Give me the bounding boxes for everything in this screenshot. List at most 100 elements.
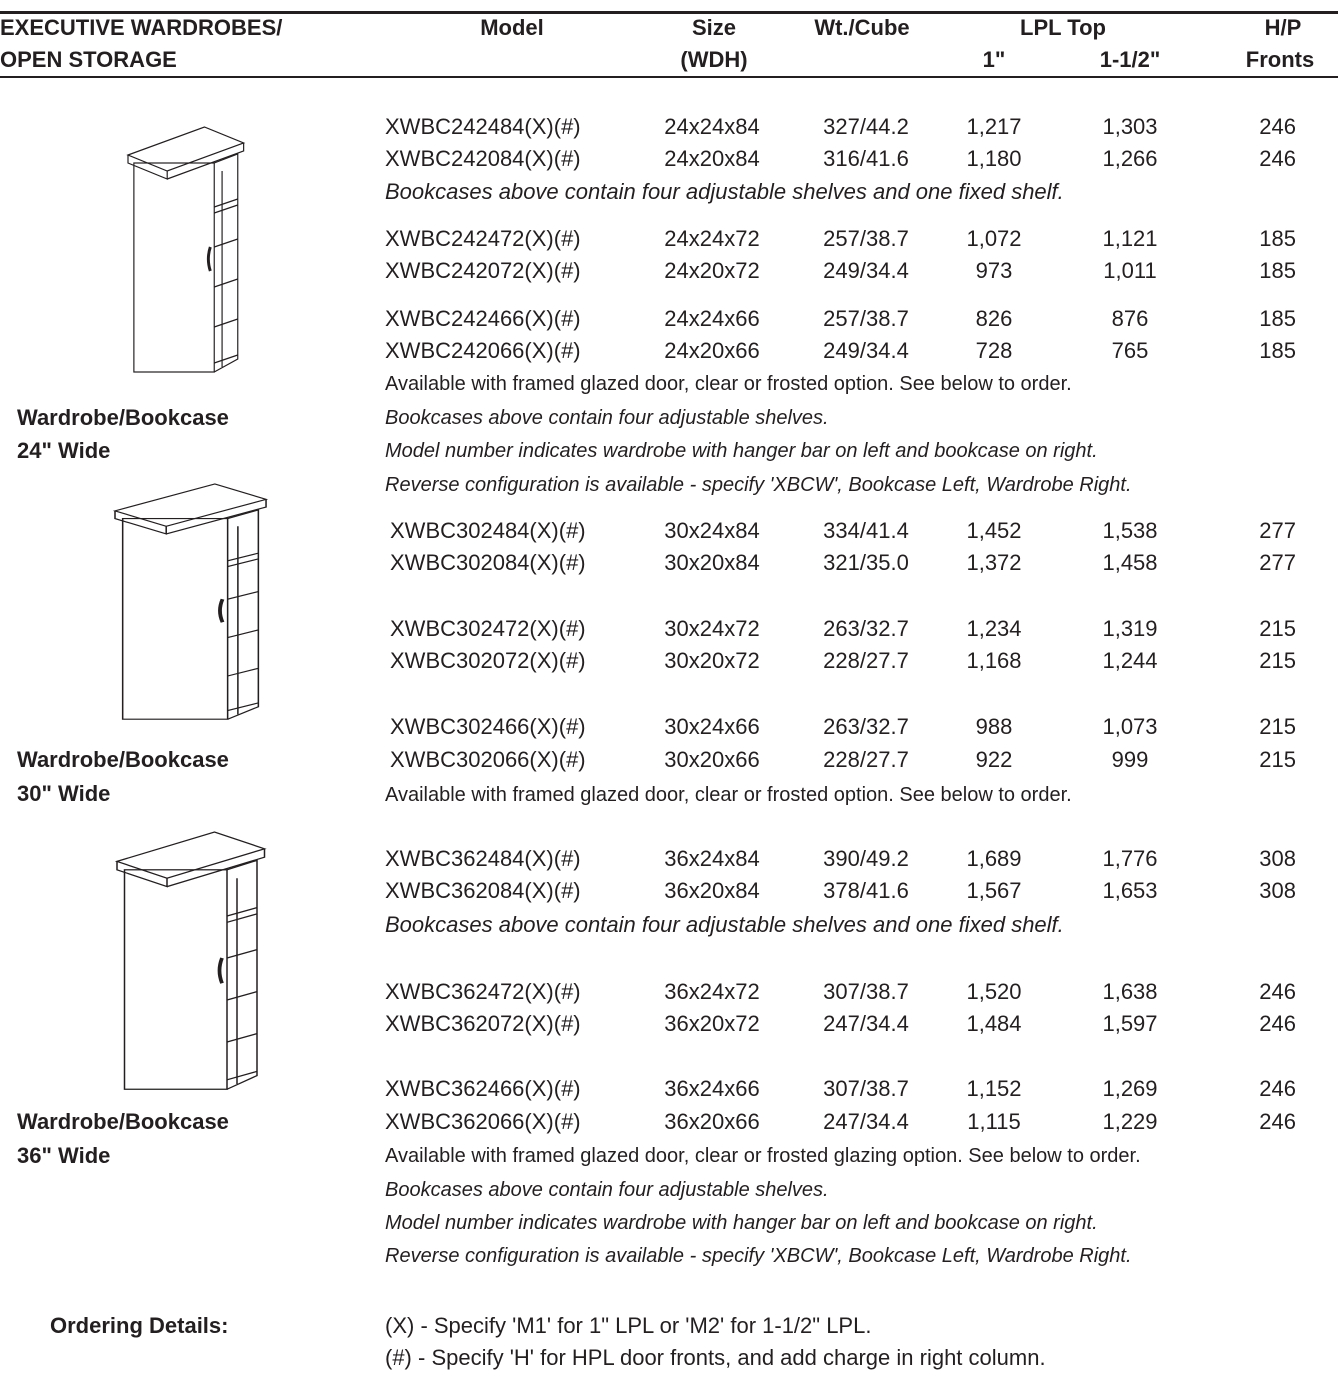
note: Bookcases above contain four adjustable … (385, 407, 829, 429)
model: XWBC362084(X)(#) (385, 878, 581, 903)
weight: 249/34.4 (823, 258, 909, 283)
note: Bookcases above contain four adjustable … (385, 912, 1064, 937)
model: XWBC242066(X)(#) (385, 338, 581, 363)
size: 30x24x72 (664, 616, 760, 641)
lpl-1: 1,180 (966, 146, 1022, 171)
cabinet-36 (115, 830, 267, 1092)
lpl-1: 1,072 (966, 226, 1022, 251)
lpl-15: 1,269 (1102, 1076, 1158, 1101)
note: Available with framed glazed door, clear… (385, 373, 1072, 395)
hp-price: 185 (1259, 338, 1296, 363)
weight: 257/38.7 (823, 226, 909, 251)
hp-price: 246 (1259, 1011, 1296, 1036)
header-hp: Fronts (1245, 47, 1315, 72)
size: 24x24x72 (664, 226, 760, 251)
note: Bookcases above contain four adjustable … (385, 1179, 829, 1201)
lpl-1: 1,372 (966, 550, 1022, 575)
hp-price: 246 (1259, 1076, 1296, 1101)
size: 36x24x84 (664, 846, 760, 871)
hp-price: 308 (1259, 846, 1296, 871)
note: Model number indicates wardrobe with han… (385, 1212, 1098, 1234)
size: 30x20x66 (664, 747, 760, 772)
hp-price: 215 (1259, 648, 1296, 673)
lpl-15: 1,229 (1102, 1109, 1158, 1134)
section-label: Wardrobe/Bookcase (17, 1109, 229, 1134)
section-label: 36" Wide (17, 1143, 111, 1168)
size: 24x24x84 (664, 114, 760, 139)
model: XWBC302072(X)(#) (390, 648, 586, 673)
section-label: 30" Wide (17, 781, 111, 806)
size: 36x20x72 (664, 1011, 760, 1036)
size: 30x24x84 (664, 518, 760, 543)
header-size: (WDH) (680, 47, 748, 72)
size: 24x20x66 (664, 338, 760, 363)
lpl-15: 1,458 (1102, 550, 1158, 575)
hp-price: 246 (1259, 979, 1296, 1004)
weight: 263/32.7 (823, 616, 909, 641)
note: Model number indicates wardrobe with han… (385, 440, 1098, 462)
header-title: OPEN STORAGE (0, 47, 177, 72)
top-rule (0, 11, 1338, 14)
weight: 327/44.2 (823, 114, 909, 139)
hp-price: 246 (1259, 1109, 1296, 1134)
lpl-15: 876 (1111, 306, 1149, 331)
lpl-1: 1,152 (966, 1076, 1022, 1101)
cabinet-24 (126, 125, 246, 374)
model: XWBC302484(X)(#) (390, 518, 586, 543)
lpl-15: 1,638 (1102, 979, 1158, 1004)
lpl-15: 1,011 (1103, 258, 1157, 283)
model: XWBC362472(X)(#) (385, 979, 581, 1004)
header-lpl-1: 1" (982, 47, 1006, 72)
model: XWBC302472(X)(#) (390, 616, 586, 641)
model: XWBC362466(X)(#) (385, 1076, 581, 1101)
weight: 378/41.6 (823, 878, 909, 903)
weight: 249/34.4 (823, 338, 909, 363)
section-label: Wardrobe/Bookcase (17, 747, 229, 772)
header-title: EXECUTIVE WARDROBES/ (0, 15, 283, 40)
header-hp: H/P (1264, 15, 1302, 40)
model: XWBC302084(X)(#) (390, 550, 586, 575)
lpl-1: 1,234 (966, 616, 1022, 641)
size: 30x24x66 (664, 714, 760, 739)
section-label: Wardrobe/Bookcase (17, 405, 229, 430)
header-size: Size (691, 15, 737, 40)
model: XWBC242484(X)(#) (385, 114, 581, 139)
model: XWBC302066(X)(#) (390, 747, 586, 772)
model: XWBC362484(X)(#) (385, 846, 581, 871)
weight: 334/41.4 (823, 518, 909, 543)
ordering-line: (X) - Specify 'M1' for 1" LPL or 'M2' fo… (385, 1313, 872, 1338)
header-weight: Wt./Cube (814, 15, 910, 40)
hp-price: 308 (1259, 878, 1296, 903)
lpl-15: 1,597 (1102, 1011, 1158, 1036)
ordering-line: (#) - Specify 'H' for HPL door fronts, a… (385, 1345, 1046, 1370)
model: XWBC362066(X)(#) (385, 1109, 581, 1134)
lpl-15: 1,653 (1102, 878, 1158, 903)
size: 24x20x84 (664, 146, 760, 171)
weight: 307/38.7 (823, 1076, 909, 1101)
lpl-15: 1,266 (1102, 146, 1158, 171)
hp-price: 277 (1259, 550, 1296, 575)
note: Reverse configuration is available - spe… (385, 1245, 1132, 1267)
lpl-1: 1,689 (966, 846, 1022, 871)
hp-price: 246 (1259, 146, 1296, 171)
hp-price: 185 (1259, 258, 1296, 283)
header-rule (0, 76, 1338, 78)
weight: 257/38.7 (823, 306, 909, 331)
size: 36x20x66 (664, 1109, 760, 1134)
header-lpl-15: 1-1/2" (1099, 47, 1161, 72)
section-label: 24" Wide (17, 438, 111, 463)
size: 36x24x66 (664, 1076, 760, 1101)
hp-price: 215 (1259, 616, 1296, 641)
lpl-15: 999 (1111, 747, 1149, 772)
lpl-1: 1,484 (966, 1011, 1022, 1036)
note: Bookcases above contain four adjustable … (385, 179, 1064, 204)
hp-price: 215 (1259, 747, 1296, 772)
lpl-1: 1,452 (966, 518, 1022, 543)
hp-price: 246 (1259, 114, 1296, 139)
lpl-15: 1,776 (1102, 846, 1158, 871)
lpl-15: 1,303 (1102, 114, 1158, 139)
size: 30x20x84 (664, 550, 760, 575)
lpl-1: 1,115 (967, 1109, 1021, 1134)
lpl-1: 988 (975, 714, 1013, 739)
note: Available with framed glazed door, clear… (385, 1145, 1141, 1167)
